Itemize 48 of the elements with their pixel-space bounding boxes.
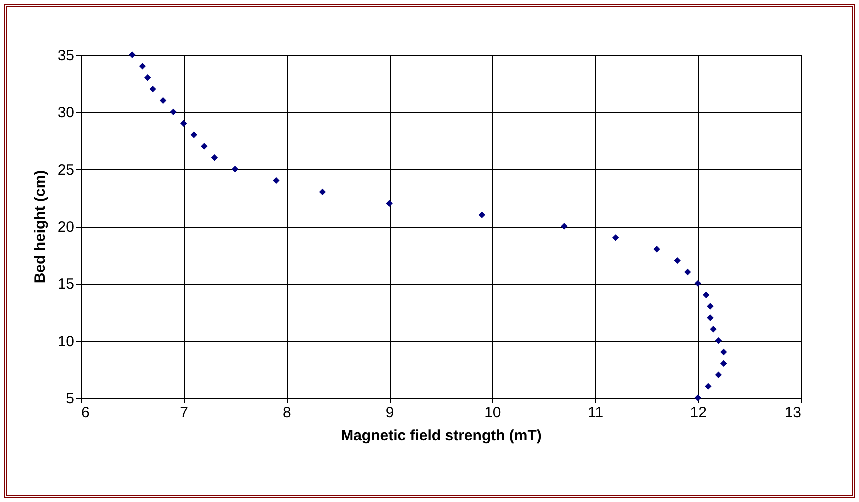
point: [139, 63, 146, 70]
point: [715, 337, 722, 344]
point: [150, 86, 156, 93]
x-tick-label: 13: [784, 404, 802, 422]
point: [703, 292, 710, 298]
point: [190, 132, 198, 138]
point: [273, 177, 280, 184]
point: [654, 246, 660, 253]
point: [386, 200, 393, 207]
y-tick-label: 30: [58, 104, 74, 122]
y-axis-title: Bed height (cm): [32, 170, 49, 284]
y-tick-label: 10: [58, 333, 74, 350]
point: [478, 212, 486, 218]
point: [720, 348, 728, 356]
point: [232, 166, 239, 173]
point: [710, 326, 717, 333]
point: [211, 154, 218, 162]
x-tick-label: 6: [82, 404, 90, 422]
x-tick-label: 8: [283, 404, 292, 422]
point: [674, 257, 681, 264]
point: [201, 143, 208, 150]
point: [707, 314, 714, 322]
point: [715, 372, 722, 378]
point: [160, 97, 167, 104]
point: [129, 52, 136, 58]
y-tick-label: 20: [58, 219, 74, 236]
point: [180, 120, 188, 127]
y-tick-label: 15: [58, 276, 74, 294]
y-tick-label: 25: [58, 162, 74, 179]
x-tick-label: 10: [484, 404, 502, 422]
point: [694, 394, 702, 402]
point: [144, 74, 152, 82]
point: [694, 280, 702, 288]
x-tick-label: 7: [180, 404, 189, 422]
x-tick-label: 12: [690, 404, 707, 422]
point: [705, 383, 712, 390]
point: [612, 234, 620, 242]
point: [684, 268, 692, 276]
point: [561, 223, 568, 230]
point: [720, 360, 728, 368]
y-tick-label: 35: [58, 48, 74, 64]
x-axis-title: Magnetic field strength (mT): [341, 428, 542, 444]
x-tick-label: 9: [386, 404, 394, 422]
point: [707, 303, 714, 310]
y-tick-label: 5: [66, 390, 74, 408]
point: [319, 188, 326, 196]
point: [170, 108, 177, 116]
x-tick-label: 11: [588, 404, 604, 422]
